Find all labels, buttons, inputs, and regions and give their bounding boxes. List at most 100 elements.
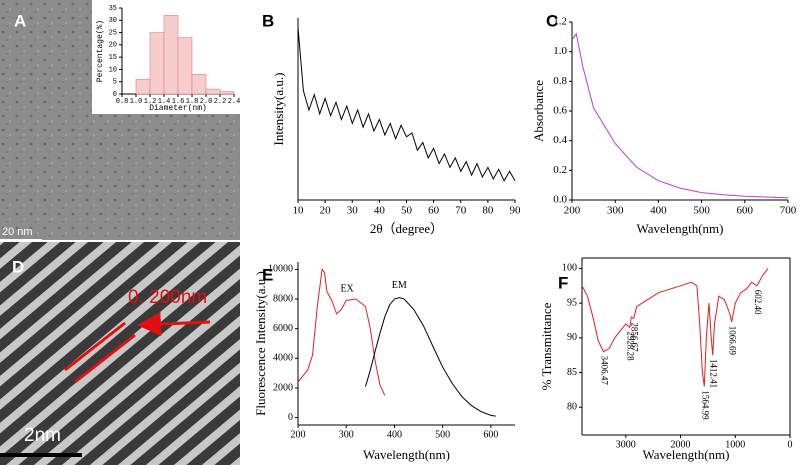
x-tick-label: 600: [737, 205, 754, 217]
y-tick-label: 8000: [273, 293, 293, 304]
y-tick-label: 0.0: [553, 194, 567, 206]
x-tick-label: 1.0: [130, 98, 143, 106]
y-tick-label: 35: [109, 5, 117, 13]
y-tick-label: 90: [567, 332, 577, 343]
panel-letter: B: [262, 11, 274, 30]
x-tick-label: 2000: [671, 439, 691, 450]
x-tick-label: 80: [482, 205, 494, 217]
x-tick-label: 20: [320, 205, 332, 217]
y-axis-label: % Transmittance: [539, 302, 554, 390]
y-axis-label: Fluorescence Intensity(a.u.): [253, 271, 268, 416]
line: [297, 268, 386, 396]
series-label: EM: [392, 280, 407, 291]
y-tick-label: 1.0: [553, 45, 567, 57]
bar: [149, 32, 165, 95]
hrtem-image: [0, 242, 240, 465]
x-tick-label: 1.4: [158, 98, 171, 106]
peak-label: 2856.67: [630, 322, 640, 352]
y-tick-label: 2000: [273, 382, 293, 393]
lattice-label: 0. 200nm: [128, 287, 207, 308]
x-tick-label: 200: [564, 205, 581, 217]
panel-letter: F: [558, 273, 568, 292]
y-tick-label: 1.2: [553, 16, 567, 28]
y-tick-label: 0: [113, 91, 117, 99]
y-tick-label: 0.4: [553, 134, 567, 146]
y-tick-label: 80: [567, 402, 577, 413]
x-tick-label: 300: [339, 429, 354, 440]
peak-label: 1564.99: [700, 390, 710, 420]
bar: [177, 37, 193, 95]
y-tick-label: 100: [562, 263, 577, 274]
x-tick-label: 10: [293, 205, 305, 217]
x-tick-label: 400: [387, 429, 402, 440]
x-axis-label: Wavelength(nm): [363, 447, 450, 462]
y-tick-label: 5: [113, 79, 117, 87]
y-tick-label: 0.2: [553, 164, 567, 176]
y-tick-label: 4000: [273, 353, 293, 364]
x-tick-label: 0.8: [116, 98, 129, 106]
panel-letter: D: [12, 257, 24, 276]
y-tick-label: 6000: [273, 323, 293, 334]
x-tick-label: 500: [435, 429, 450, 440]
x-tick-label: 2.0: [200, 98, 213, 106]
x-tick-label: 500: [693, 205, 710, 217]
y-tick-label: 30: [109, 17, 117, 25]
x-tick-label: 700: [780, 205, 797, 217]
x-tick-label: 1.8: [186, 98, 199, 106]
x-tick-label: 3000: [616, 439, 636, 450]
x-tick-label: 70: [455, 205, 467, 217]
x-tick-label: 90: [510, 205, 522, 217]
x-tick-label: 0: [788, 439, 793, 450]
y-tick-label: 85: [567, 367, 577, 378]
bar: [205, 88, 221, 95]
bar: [191, 74, 207, 95]
line: [365, 297, 496, 417]
x-axis-label: Wavelength(nm): [636, 221, 723, 236]
y-tick-label: 25: [109, 29, 117, 37]
peak-label: 1412.41: [709, 359, 719, 388]
x-tick-label: 1.2: [144, 98, 157, 106]
x-axis-label: 2θ（degree）: [370, 221, 443, 236]
y-axis-label: Percentage(%): [96, 20, 105, 82]
peak-label: 602.40: [753, 290, 763, 315]
panel-letter: C: [546, 11, 558, 30]
bar: [163, 15, 179, 95]
x-tick-label: 1.6: [172, 98, 185, 106]
y-tick-label: 10: [109, 66, 117, 74]
x-tick-label: 600: [483, 429, 498, 440]
bar: [219, 91, 235, 95]
y-tick-label: 95: [567, 297, 577, 308]
peak-label: 3406.47: [599, 356, 609, 386]
panel-letter: A: [14, 11, 26, 30]
peak-label: 1066.69: [728, 326, 738, 356]
panel-letter: E: [262, 265, 273, 284]
x-tick-label: 50: [401, 205, 413, 217]
lattice-line: [74, 333, 136, 384]
bar: [135, 78, 151, 95]
y-axis-label: Absorbance: [531, 80, 546, 142]
y-tick-label: 20: [109, 42, 117, 50]
y-tick-label: 10000: [268, 264, 293, 275]
x-tick-label: 2.2: [214, 98, 227, 106]
y-tick-label: 0.8: [553, 75, 567, 87]
y-axis-label: Intensity(a.u.): [271, 73, 286, 146]
peak-label: 2928.28: [626, 331, 636, 361]
y-tick-label: 15: [109, 54, 117, 62]
x-tick-label: 30: [347, 205, 359, 217]
y-tick-label: 0.6: [553, 105, 567, 117]
lattice-line: [64, 321, 126, 372]
x-tick-label: 300: [607, 205, 624, 217]
x-axis-label: Diameter(nm): [149, 104, 207, 113]
line: [297, 27, 516, 182]
series-label: EX: [340, 284, 354, 295]
x-axis-label: Wavelength(nm): [642, 447, 729, 462]
x-tick-label: 40: [374, 205, 386, 217]
x-tick-label: 1000: [725, 439, 745, 450]
x-tick-label: 200: [291, 429, 306, 440]
line: [571, 32, 789, 199]
x-tick-label: 2.4: [228, 98, 241, 106]
x-tick-label: 400: [650, 205, 667, 217]
line: [581, 268, 769, 387]
x-tick-label: 60: [428, 205, 440, 217]
